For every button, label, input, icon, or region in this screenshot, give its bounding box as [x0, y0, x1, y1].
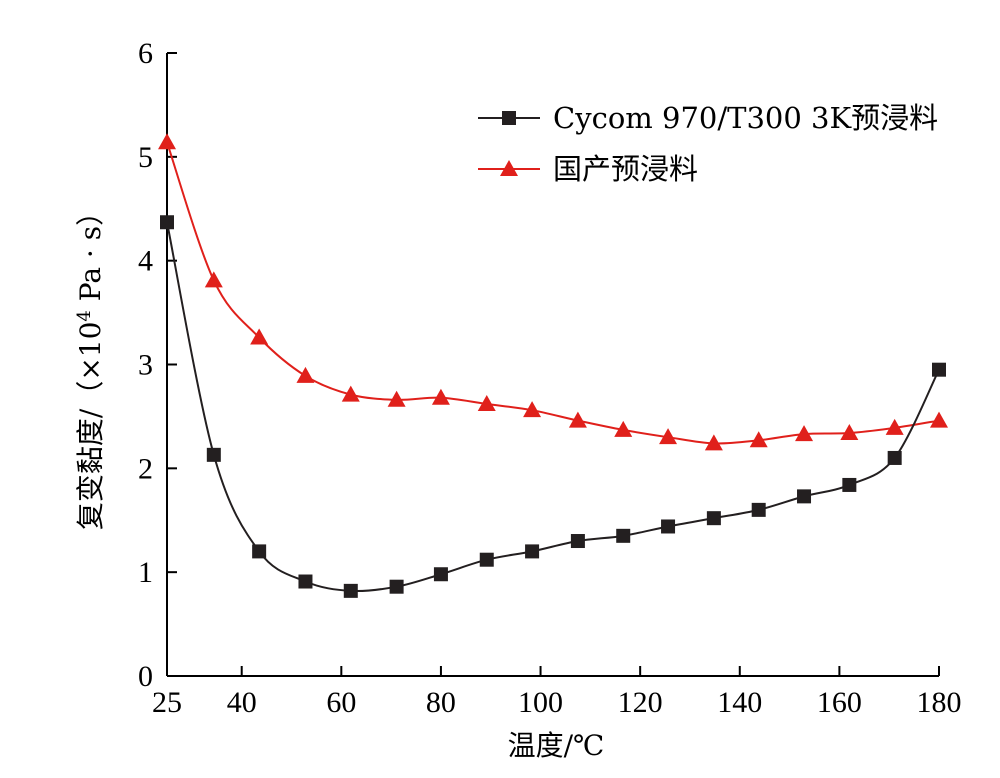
- series-2-point: [614, 420, 633, 437]
- y-tick-label: 2: [138, 452, 153, 485]
- x-tick-label: 140: [717, 686, 762, 719]
- series-2-point: [749, 431, 768, 448]
- y-tick-label: 0: [138, 660, 153, 693]
- series-1-point: [298, 574, 313, 589]
- series-1-point: [842, 477, 857, 492]
- series-2-point: [930, 411, 948, 428]
- series-2-point: [296, 366, 315, 383]
- legend-item-1: Cycom 970/T300 3K预浸料: [478, 101, 938, 135]
- series-1-point: [479, 552, 494, 567]
- series-2-point: [523, 401, 542, 418]
- series-2-point: [158, 133, 176, 150]
- series-2-point: [659, 428, 678, 445]
- series-2-point: [795, 425, 814, 442]
- series-2-point: [477, 394, 496, 411]
- series-1-line: [166, 222, 940, 593]
- y-tick-label: 3: [138, 349, 153, 382]
- legend-swatch-marker: [500, 160, 518, 176]
- series-1-point: [797, 489, 812, 504]
- series-1-point: [887, 450, 902, 465]
- axis-ticks: 0 1 2 3 4 5 6 25 40 60 80 100 120 140 160 180: [138, 37, 962, 719]
- x-axis-title: 温度/℃: [508, 729, 605, 762]
- x-tick-label: 100: [518, 686, 563, 719]
- series-1-point: [616, 528, 631, 543]
- series-1-point: [525, 544, 540, 559]
- series-1-point: [661, 519, 676, 534]
- y-tick-label: 1: [138, 556, 153, 589]
- series-2-point: [431, 388, 450, 405]
- y-axis-title-end: Pa · s）: [74, 198, 107, 310]
- y-axis-title: 复变黏度/（×104 Pa · s）: [74, 198, 108, 530]
- series-layer: [158, 133, 948, 598]
- x-tick-label: 60: [326, 686, 356, 719]
- series-1-point: [433, 567, 448, 582]
- y-axis-title-main: 复变黏度/（×10: [74, 322, 107, 531]
- legend-swatch-marker: [502, 111, 516, 125]
- x-tick-label: 120: [618, 686, 663, 719]
- x-tick-label: 80: [426, 686, 456, 719]
- legend-label: 国产预浸料: [553, 152, 698, 186]
- series-1: [160, 215, 946, 598]
- series-1-point: [570, 534, 585, 549]
- series-2-point: [885, 418, 904, 435]
- y-axis-title-superscript: 4: [74, 310, 95, 321]
- series-1-point: [160, 215, 174, 230]
- x-tick-label: 160: [817, 686, 862, 719]
- series-1-point: [751, 502, 766, 517]
- series-2: [158, 133, 948, 451]
- series-2-point: [568, 411, 587, 428]
- legend-label: Cycom 970/T300 3K预浸料: [553, 101, 938, 135]
- y-tick-label: 4: [138, 245, 153, 278]
- series-2-point: [387, 390, 406, 407]
- series-1-point: [252, 544, 267, 559]
- series-2-point: [250, 328, 269, 345]
- series-1-point: [343, 583, 358, 598]
- series-1-point: [389, 579, 404, 594]
- series-2-point: [341, 385, 360, 402]
- series-1-point: [932, 362, 946, 377]
- x-tick-label: 25: [152, 686, 182, 719]
- series-2-point: [204, 271, 223, 288]
- legend-item-2: 国产预浸料: [478, 152, 698, 186]
- y-tick-label: 5: [138, 141, 153, 174]
- y-tick-label: 6: [138, 37, 153, 70]
- x-tick-label: 180: [917, 686, 962, 719]
- series-1-point: [206, 447, 221, 462]
- x-tick-label: 40: [227, 686, 257, 719]
- series-2-point: [840, 424, 859, 441]
- series-2-point: [704, 434, 723, 451]
- series-2-line: [166, 141, 940, 445]
- series-1-point: [706, 511, 721, 526]
